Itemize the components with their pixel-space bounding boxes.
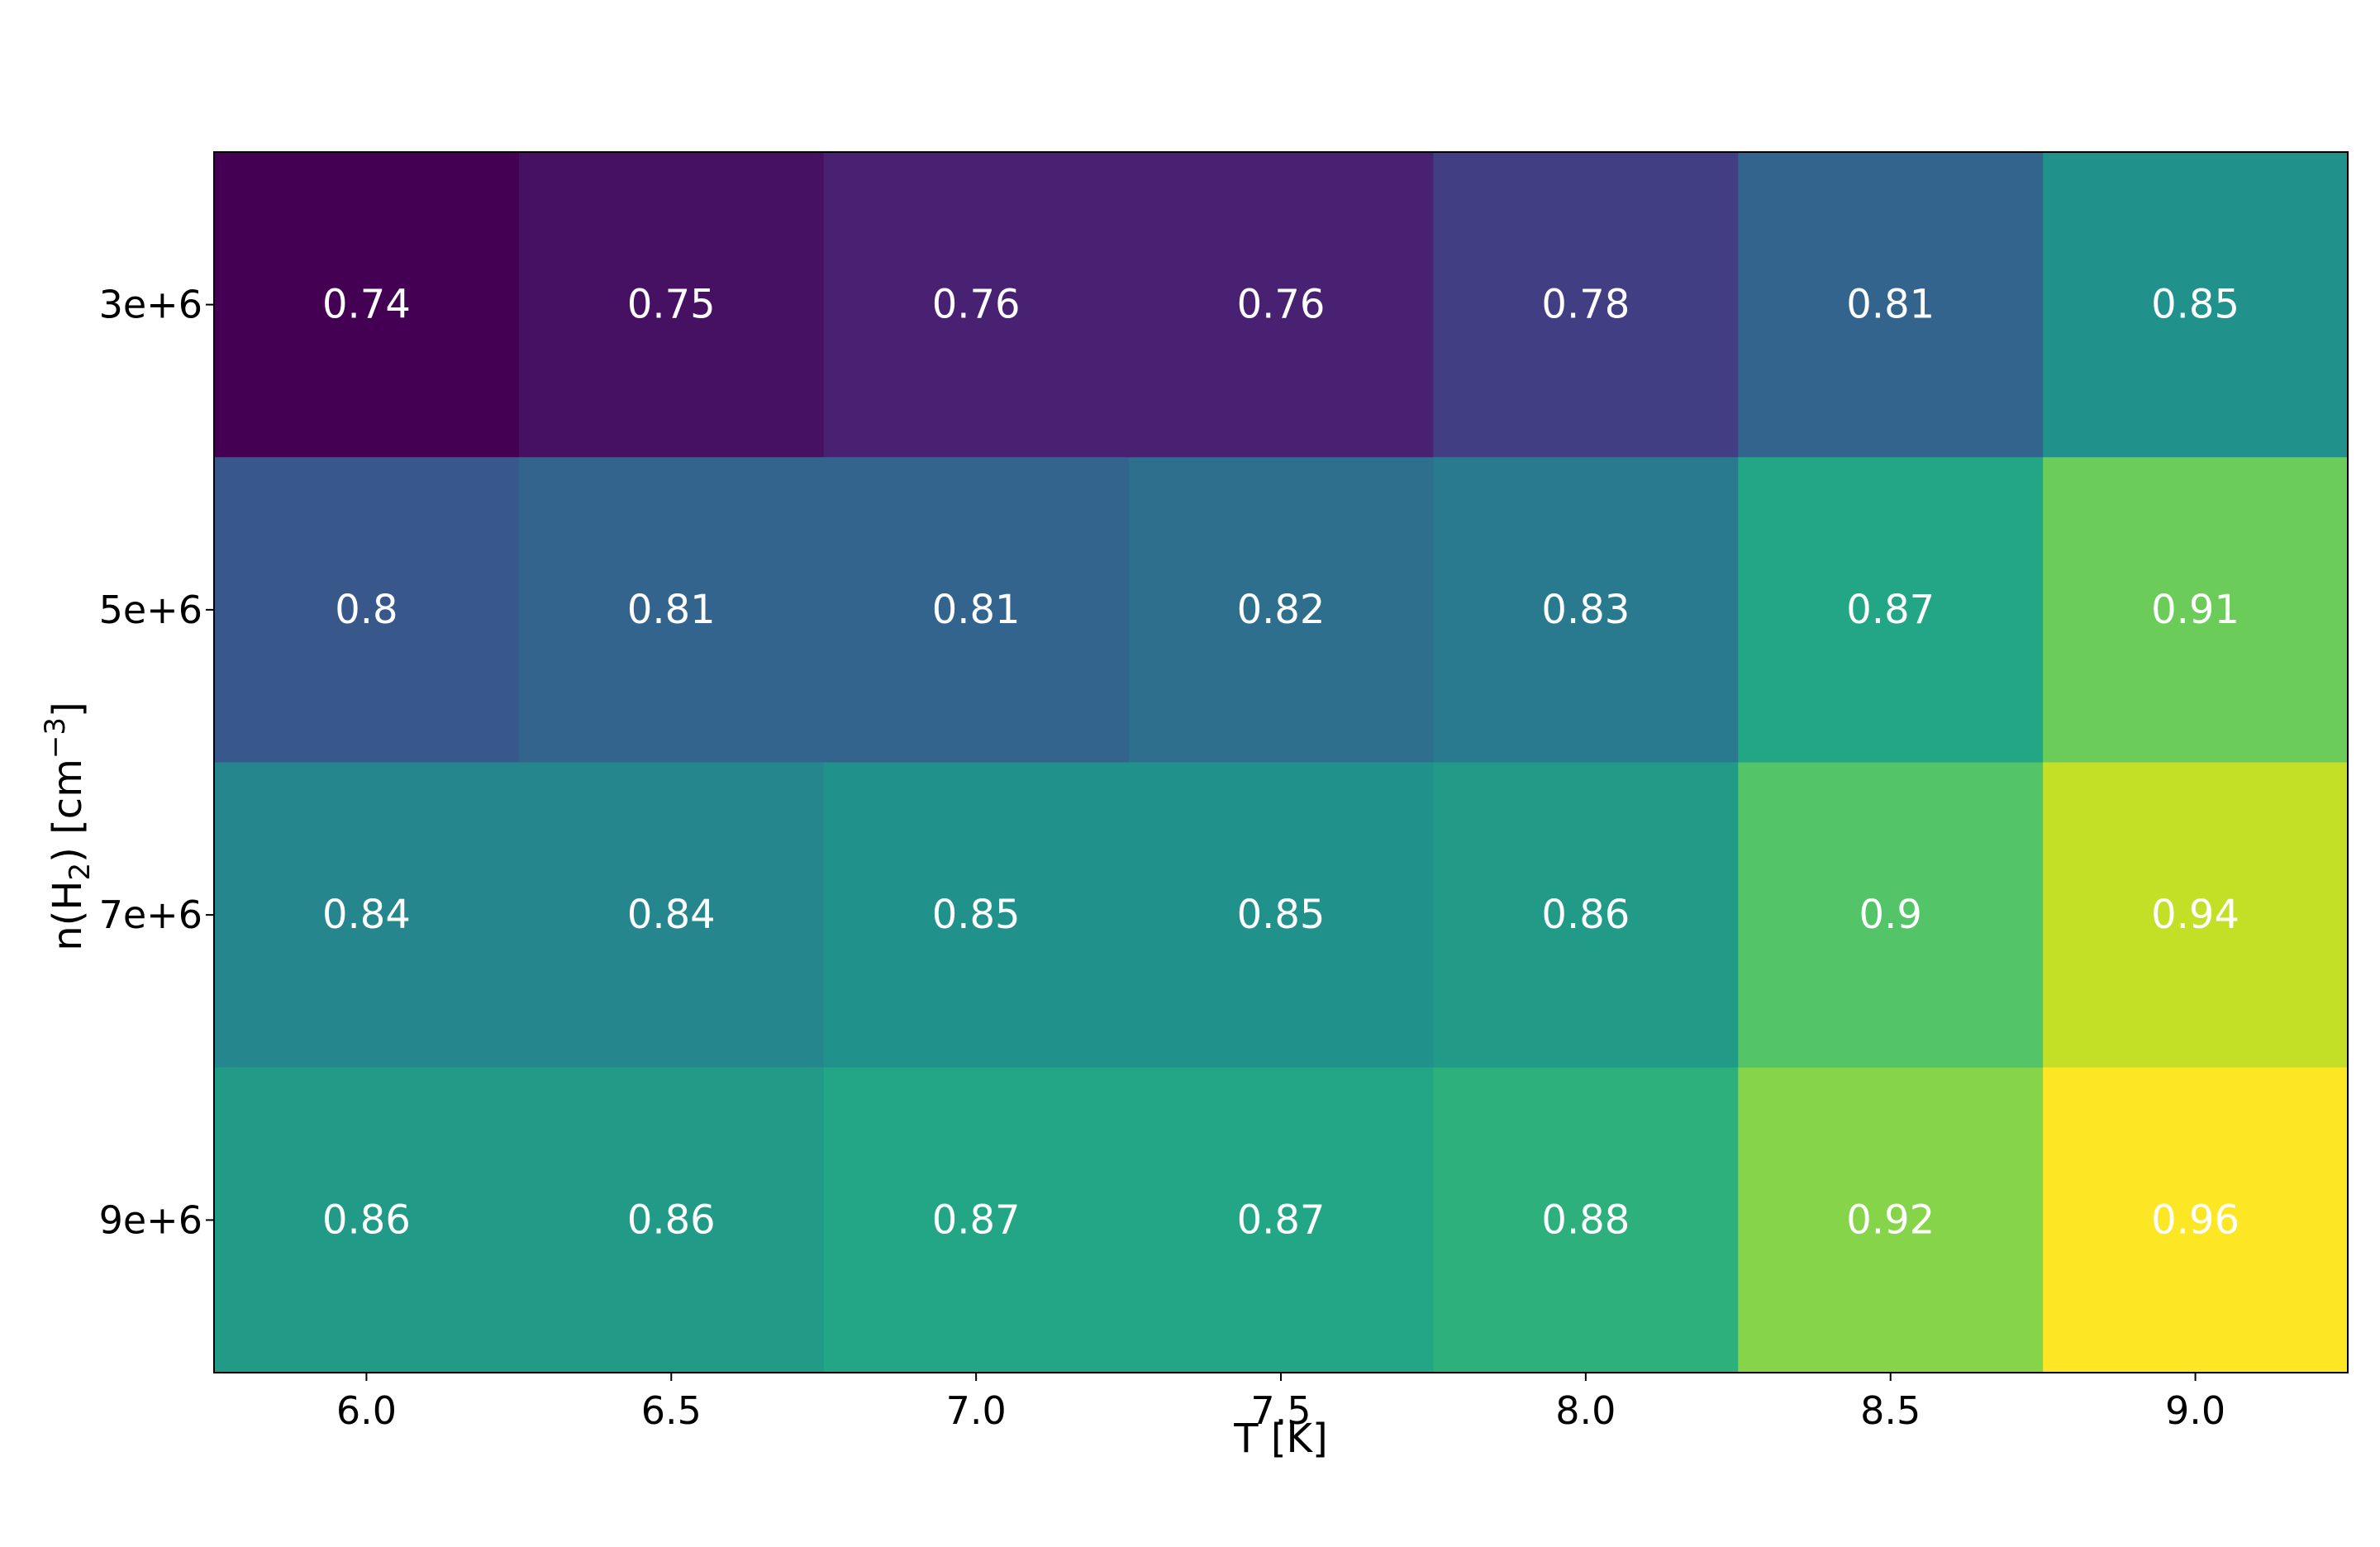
x-tick-label: 8.5: [1860, 1388, 1921, 1433]
heatmap-cell: [2043, 1067, 2349, 1373]
cell-value-label: 0.86: [322, 1197, 411, 1243]
heatmap-cell: [1433, 152, 1739, 458]
cell-value-label: 0.78: [1541, 282, 1630, 328]
heatmap-cell: [518, 152, 825, 458]
cell-value-label: 0.87: [932, 1197, 1021, 1243]
y-axis-label-superscript: −3: [39, 717, 72, 759]
cell-value-label: 0.84: [627, 892, 716, 938]
heatmap-cell: [1128, 762, 1435, 1069]
cell-value-label: 0.81: [1846, 282, 1935, 328]
cell-value-label: 0.75: [627, 282, 716, 328]
cell-value-label: 0.76: [1237, 282, 1326, 328]
cell-value-label: 0.85: [932, 892, 1021, 938]
y-tick-label: 7e+6: [99, 892, 202, 937]
cell-value-label: 0.94: [2151, 892, 2240, 938]
cell-value-label: 0.83: [1541, 587, 1630, 633]
cell-value-label: 0.88: [1541, 1197, 1630, 1243]
y-axis-label-subscript: 2: [64, 863, 97, 881]
heatmap-cell: [1128, 457, 1435, 764]
heatmap-cell: [1128, 1067, 1435, 1373]
heatmap-cell: [518, 762, 825, 1069]
cell-value-label: 0.91: [2151, 587, 2240, 633]
heatmap-cell: [1128, 152, 1435, 458]
x-axis-ticks: 6.0 6.5 7.0 7.5 8.0 8.5 9.0: [336, 1373, 2225, 1433]
heatmap-cell: [823, 1067, 1130, 1373]
cell-value-label: 0.85: [2151, 282, 2240, 328]
heatmap-cell: [214, 762, 520, 1069]
heatmap-cell-labels: 0.74 0.75 0.76 0.76 0.78 0.81 0.85 0.8 0.81 0.81 0…: [322, 282, 2240, 1244]
cell-value-label: 0.87: [1237, 1197, 1326, 1243]
heatmap-cell: [1433, 457, 1739, 764]
heatmap-cell: [1738, 762, 2044, 1069]
cell-value-label: 0.86: [1541, 892, 1630, 938]
heatmap-cell: [1433, 1067, 1739, 1373]
y-axis-label-mid: ) [cm: [45, 759, 91, 863]
y-axis-label-base: n(H: [45, 881, 91, 951]
heatmap-cell: [2043, 457, 2349, 764]
x-tick-label: 6.0: [336, 1388, 397, 1433]
cell-value-label: 0.76: [932, 282, 1021, 328]
cell-value-label: 0.74: [322, 282, 411, 328]
x-tick-label: 7.5: [1250, 1388, 1311, 1433]
heatmap-cell: [1433, 762, 1739, 1069]
heatmap-cell: [823, 762, 1130, 1069]
heatmap-cell: [214, 1067, 520, 1373]
heatmap-cells: [214, 152, 2349, 1373]
cell-value-label: 0.8: [335, 587, 397, 633]
y-tick-label: 3e+6: [99, 283, 202, 327]
cell-value-label: 0.92: [1846, 1197, 1935, 1243]
heatmap-cell: [2043, 762, 2349, 1069]
cell-value-label: 0.85: [1237, 892, 1326, 938]
cell-value-label: 0.9: [1859, 892, 1922, 938]
cell-value-label: 0.84: [322, 892, 411, 938]
cell-value-label: 0.82: [1237, 587, 1326, 633]
x-tick-label: 9.0: [2165, 1388, 2225, 1433]
y-axis-label-end: ]: [45, 702, 91, 717]
heatmap-cell: [518, 1067, 825, 1373]
y-axis-ticks: 3e+6 5e+6 7e+6 9e+6: [99, 283, 214, 1242]
heatmap-cell: [1738, 152, 2044, 458]
heatmap-cell: [823, 457, 1130, 764]
heatmap-cell: [1738, 1067, 2044, 1373]
y-axis-label: n(H2) [cm−3]: [39, 702, 97, 951]
heatmap-cell: [214, 457, 520, 764]
heatmap-cell: [1738, 457, 2044, 764]
x-tick-label: 7.0: [946, 1388, 1007, 1433]
y-tick-label: 5e+6: [99, 588, 202, 632]
x-axis-label: T [K]: [1233, 1416, 1328, 1462]
heatmap-cell: [823, 152, 1130, 458]
x-tick-label: 8.0: [1555, 1388, 1616, 1433]
heatmap-cell: [518, 457, 825, 764]
heatmap-cell: [214, 152, 520, 458]
cell-value-label: 0.86: [627, 1197, 716, 1243]
x-tick-label: 6.5: [641, 1388, 702, 1433]
cell-value-label: 0.87: [1846, 587, 1935, 633]
cell-value-label: 0.81: [627, 587, 716, 633]
heatmap-cell: [2043, 152, 2349, 458]
cell-value-label: 0.81: [932, 587, 1021, 633]
y-tick-label: 9e+6: [99, 1197, 202, 1242]
cell-value-label: 0.96: [2151, 1197, 2240, 1243]
